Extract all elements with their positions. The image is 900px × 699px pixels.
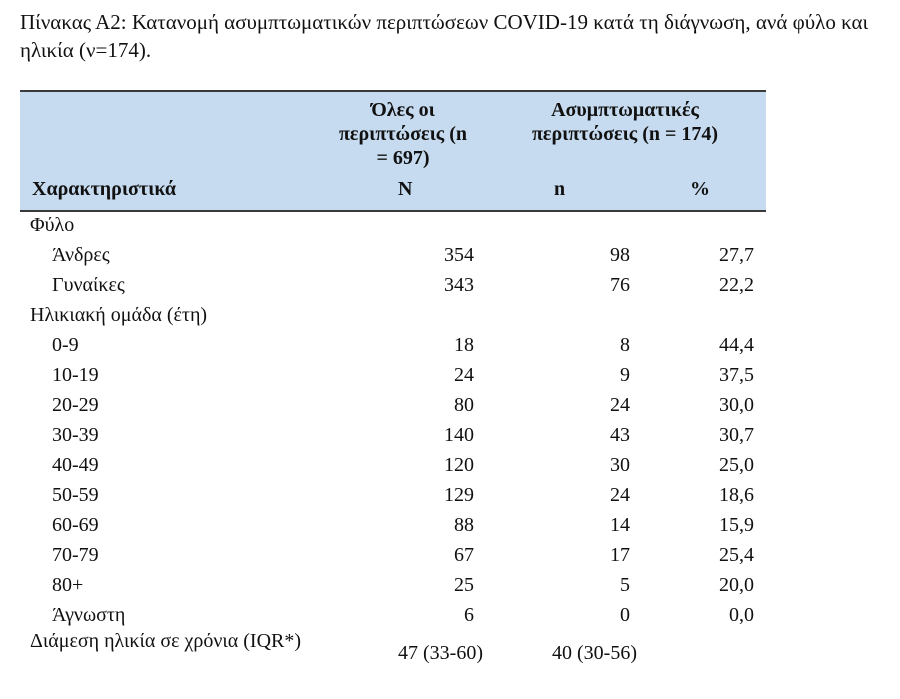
cell-N: 88	[454, 514, 474, 536]
table-row: 70-79 67 17 25,4	[20, 540, 766, 570]
cell-N: 25	[454, 574, 474, 596]
cell-N: 354	[444, 244, 474, 266]
row-label: Άγνωστη	[52, 604, 126, 626]
cell-pct: 18,6	[719, 484, 754, 506]
median-age-row: Διάμεση ηλικία σε χρόνια (IQR*) 47 (33-6…	[20, 628, 766, 686]
table-row: 80+ 25 5 20,0	[20, 570, 766, 600]
cell-pct: 0,0	[729, 604, 754, 626]
cell-pct: 27,7	[719, 244, 754, 266]
median-age-label: Διάμεση ηλικία σε χρόνια (IQR*)	[30, 630, 302, 652]
cell-pct: 37,5	[719, 364, 754, 386]
cell-N: 6	[464, 604, 474, 626]
row-label: Άνδρες	[52, 244, 110, 266]
table-row: Άνδρες 354 98 27,7	[20, 240, 766, 270]
table-row: 30-39 140 43 30,7	[20, 420, 766, 450]
table-header	[20, 90, 766, 212]
cell-n: 24	[610, 484, 630, 506]
row-label: 50-59	[52, 484, 99, 506]
header-characteristics: Χαρακτηριστικά	[32, 178, 177, 200]
header-N: N	[398, 178, 413, 200]
cell-N: 67	[454, 544, 474, 566]
row-label: 0-9	[52, 334, 79, 356]
cell-N: 18	[454, 334, 474, 356]
row-label: Γυναίκες	[52, 274, 125, 296]
cell-n: 8	[620, 334, 630, 356]
table-row: 10-19 24 9 37,5	[20, 360, 766, 390]
table-row: Φύλο	[20, 210, 766, 240]
cell-pct: 30,0	[719, 394, 754, 416]
cell-n: 76	[610, 274, 630, 296]
row-label: 40-49	[52, 454, 99, 476]
cell-N: 140	[444, 424, 474, 446]
table-row: 40-49 120 30 25,0	[20, 450, 766, 480]
median-all-cases: 47 (33-60)	[398, 642, 483, 664]
cell-pct: 44,4	[719, 334, 754, 356]
cell-pct: 22,2	[719, 274, 754, 296]
cell-N: 343	[444, 274, 474, 296]
row-label: 80+	[52, 574, 84, 596]
row-label: Ηλικιακή ομάδα (έτη)	[30, 304, 208, 326]
cell-N: 120	[444, 454, 474, 476]
table-row: 0-9 18 8 44,4	[20, 330, 766, 360]
table-row: Άγνωστη 6 0 0,0	[20, 600, 766, 630]
cell-N: 24	[454, 364, 474, 386]
row-label: 70-79	[52, 544, 99, 566]
cell-n: 43	[610, 424, 630, 446]
row-label: Φύλο	[30, 214, 75, 236]
table-body: Φύλο Άνδρες 354 98 27,7 Γυναίκες 343 76 …	[20, 210, 766, 630]
table-row: 50-59 129 24 18,6	[20, 480, 766, 510]
cell-pct: 30,7	[719, 424, 754, 446]
table-row: Γυναίκες 343 76 22,2	[20, 270, 766, 300]
row-label: 20-29	[52, 394, 99, 416]
cell-n: 17	[610, 544, 630, 566]
cell-n: 24	[610, 394, 630, 416]
table-row: Ηλικιακή ομάδα (έτη)	[20, 300, 766, 330]
cell-n: 98	[610, 244, 630, 266]
cell-n: 30	[610, 454, 630, 476]
row-label: 10-19	[52, 364, 99, 386]
cell-pct: 20,0	[719, 574, 754, 596]
cell-pct: 25,0	[719, 454, 754, 476]
table-row: 20-29 80 24 30,0	[20, 390, 766, 420]
cell-n: 5	[620, 574, 630, 596]
header-n: n	[554, 178, 566, 200]
cell-pct: 15,9	[719, 514, 754, 536]
cell-pct: 25,4	[719, 544, 754, 566]
cell-n: 14	[610, 514, 630, 536]
table-title: Πίνακας Α2: Κατανομή ασυμπτωματικών περι…	[20, 10, 869, 62]
cell-n: 0	[620, 604, 630, 626]
median-asym-cases: 40 (30-56)	[552, 642, 637, 664]
cell-n: 9	[620, 364, 630, 386]
row-label: 60-69	[52, 514, 99, 536]
header-all-cases: Όλες οι περιπτώσεις (n = 697)	[338, 99, 468, 169]
cell-N: 80	[454, 394, 474, 416]
table-row: 60-69 88 14 15,9	[20, 510, 766, 540]
row-label: 30-39	[52, 424, 99, 446]
cell-N: 129	[444, 484, 474, 506]
header-percent: %	[690, 178, 710, 200]
header-asymptomatic-cases: Ασυμπτωματικές περιπτώσεις (n = 174)	[531, 99, 719, 145]
